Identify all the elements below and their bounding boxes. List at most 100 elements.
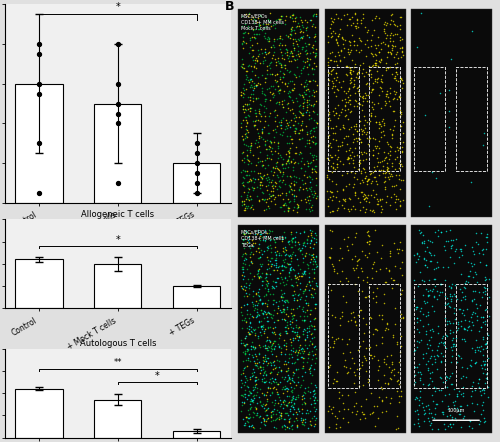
Point <box>238 179 246 186</box>
Point <box>257 366 265 373</box>
Point <box>258 375 266 382</box>
Point <box>282 263 290 270</box>
Point <box>266 89 274 96</box>
Point <box>441 383 449 390</box>
Point <box>244 129 252 136</box>
Point <box>399 196 407 203</box>
Point <box>243 266 251 273</box>
Point <box>240 159 248 166</box>
Point <box>424 291 432 298</box>
Point <box>262 238 270 245</box>
Point <box>296 342 304 349</box>
Point <box>288 359 296 366</box>
Point <box>451 398 459 405</box>
Point <box>368 50 376 57</box>
Point <box>414 282 422 289</box>
Point <box>382 168 390 175</box>
Point <box>455 254 463 261</box>
Point <box>386 103 394 110</box>
Point <box>360 175 368 182</box>
Point <box>284 34 292 41</box>
Point <box>482 345 490 352</box>
Point <box>240 315 248 322</box>
Point <box>269 297 277 304</box>
Point <box>444 333 452 340</box>
Point <box>263 247 271 254</box>
Point <box>347 124 355 131</box>
Point <box>292 150 300 157</box>
Point <box>270 329 278 336</box>
Point <box>386 143 394 150</box>
Point <box>468 362 475 370</box>
Point <box>262 98 270 105</box>
Point <box>247 404 255 411</box>
Point <box>254 94 262 101</box>
Point <box>258 300 266 307</box>
Point <box>302 102 310 109</box>
Point <box>288 99 296 106</box>
Point <box>303 174 311 181</box>
Point <box>298 65 306 72</box>
Point <box>280 360 288 367</box>
Point <box>378 79 386 86</box>
Point <box>329 135 337 142</box>
Point <box>268 51 276 58</box>
Point <box>286 415 294 422</box>
Point <box>258 189 266 196</box>
Point <box>277 412 285 419</box>
Point <box>192 140 200 147</box>
Point <box>389 127 397 134</box>
Point <box>252 383 260 390</box>
Point <box>295 52 303 59</box>
Point <box>360 24 368 31</box>
Point <box>298 99 306 107</box>
Point <box>284 52 292 59</box>
Point <box>278 125 285 132</box>
Point <box>282 367 290 374</box>
Point <box>250 25 258 32</box>
Point <box>482 379 490 386</box>
Point <box>305 269 313 276</box>
Point <box>306 420 314 427</box>
Point <box>344 88 352 95</box>
Point <box>358 337 366 344</box>
Point <box>268 83 276 90</box>
Point <box>298 392 306 399</box>
Point <box>466 392 474 399</box>
Point <box>306 417 314 424</box>
Point <box>309 11 317 19</box>
Point <box>192 160 200 167</box>
Point <box>264 318 272 325</box>
Point <box>281 165 289 172</box>
Point <box>339 35 347 42</box>
Point <box>479 407 487 414</box>
Point <box>277 12 285 19</box>
Point <box>416 375 424 382</box>
Point <box>263 334 271 341</box>
Point <box>242 76 250 83</box>
Point <box>293 208 301 215</box>
Point <box>352 400 360 407</box>
Point <box>445 86 453 93</box>
Point <box>253 312 261 320</box>
Point <box>252 30 260 37</box>
Point <box>304 56 312 63</box>
Point <box>378 316 386 323</box>
Point <box>250 35 258 42</box>
Point <box>458 289 466 296</box>
Point <box>272 417 280 424</box>
Point <box>260 142 268 149</box>
Point <box>342 298 349 305</box>
Point <box>356 138 364 145</box>
Point <box>240 231 248 238</box>
Point <box>345 336 353 343</box>
Point <box>258 309 266 316</box>
Point <box>290 312 298 319</box>
Point <box>454 320 462 327</box>
Point <box>473 343 481 350</box>
Point <box>348 169 356 176</box>
Point <box>286 406 294 413</box>
Point <box>192 169 200 176</box>
Point <box>310 274 318 282</box>
Point <box>239 106 247 113</box>
